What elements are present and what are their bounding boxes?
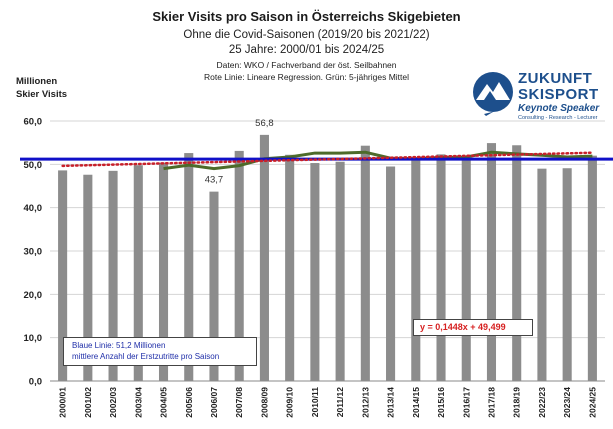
x-tick-label: 2010/11 [310,387,320,418]
chart-years: 25 Jahre: 2000/01 bis 2024/25 [228,44,385,56]
bar [310,163,320,381]
bar [512,145,522,381]
data-label: 43,7 [205,175,224,186]
bar [133,165,143,381]
bar [537,168,547,381]
x-tick-label: 2022/23 [537,387,547,418]
x-tick-label: 2004/05 [159,387,169,418]
x-tick-label: 2008/09 [259,387,269,418]
bar [108,170,118,381]
bar [486,143,497,381]
bar [587,155,597,381]
x-tick-label: 2012/13 [360,387,370,418]
bar [461,160,471,381]
mean-info-line1: Blaue Linie: 51,2 Millionen [72,341,166,350]
y-tick-label: 60,0 [24,117,43,128]
data-label: 56,8 [255,118,274,129]
bar [58,170,68,381]
chart-subtitle: Ohne die Covid-Saisonen (2019/20 bis 202… [183,29,430,41]
mean-info-box: Blaue Linie: 51,2 Millionen mittlere Anz… [63,337,257,366]
x-tick-label: 2016/17 [461,387,471,418]
mean-info-line2: mittlere Anzahl der Erstzutritte pro Sai… [72,352,220,361]
regression-equation: y = 0,1448x + 49,499 [420,322,506,332]
x-tick-label: 2000/01 [58,387,68,418]
bar [335,161,345,381]
x-tick-label: 2003/04 [133,387,143,418]
x-tick-label: 2014/15 [411,387,421,418]
x-tick-label: 2005/06 [184,387,194,418]
logo-line4: Consulting - Research - Lecturer [518,115,598,121]
logo-line3: Keynote Speaker [518,103,600,114]
chart-source: Daten: WKO / Fachverband der öst. Seilba… [216,60,397,70]
bar [436,154,446,381]
x-tick-label: 2011/12 [335,387,345,418]
bar [209,191,219,381]
logo-line2: SKISPORT [518,86,599,103]
x-tick-label: 2013/14 [386,387,396,418]
y-tick-label: 20,0 [24,290,43,301]
y-tick-label: 10,0 [24,333,43,344]
x-tick-label: 2007/08 [234,387,244,418]
x-tick-label: 2017/18 [486,387,496,418]
bar [184,153,194,381]
bar [158,162,169,381]
chart-note: Rote Linie: Lineare Regression. Grün: 5-… [203,72,410,82]
logo-line1: ZUKUNFT [518,70,593,87]
x-tick-label: 2001/02 [83,387,93,418]
chart-title: Skier Visits pro Saison in Österreichs S… [152,9,461,24]
y-unit-label-2: Skier Visits [16,89,68,100]
x-tick-label: 2009/10 [285,387,295,418]
bar [386,166,396,381]
bar [259,134,269,381]
x-tick-label: 2006/07 [209,387,219,418]
mountain-logo-icon [473,72,513,116]
bar [360,145,370,381]
x-tick-label: 2002/03 [108,387,118,418]
regression-equation-box: y = 0,1448x + 49,499 [413,319,533,336]
x-tick-label: 2018/19 [512,387,522,418]
y-tick-label: 50,0 [24,160,43,171]
bar [83,174,93,381]
y-tick-label: 0,0 [29,377,42,388]
y-tick-label: 40,0 [24,203,43,214]
x-tick-label: 2024/25 [587,387,597,418]
logo: ZUKUNFT SKISPORT Keynote Speaker Consult… [468,68,608,124]
y-tick-label: 30,0 [24,247,43,258]
x-tick-label: 2015/16 [436,387,446,418]
bar [234,150,244,381]
bar [562,168,572,381]
bar [285,154,295,381]
y-unit-label: Millionen [16,76,58,87]
x-tick-label: 2023/24 [562,387,572,418]
bar [411,158,421,381]
regression-line [61,151,594,168]
